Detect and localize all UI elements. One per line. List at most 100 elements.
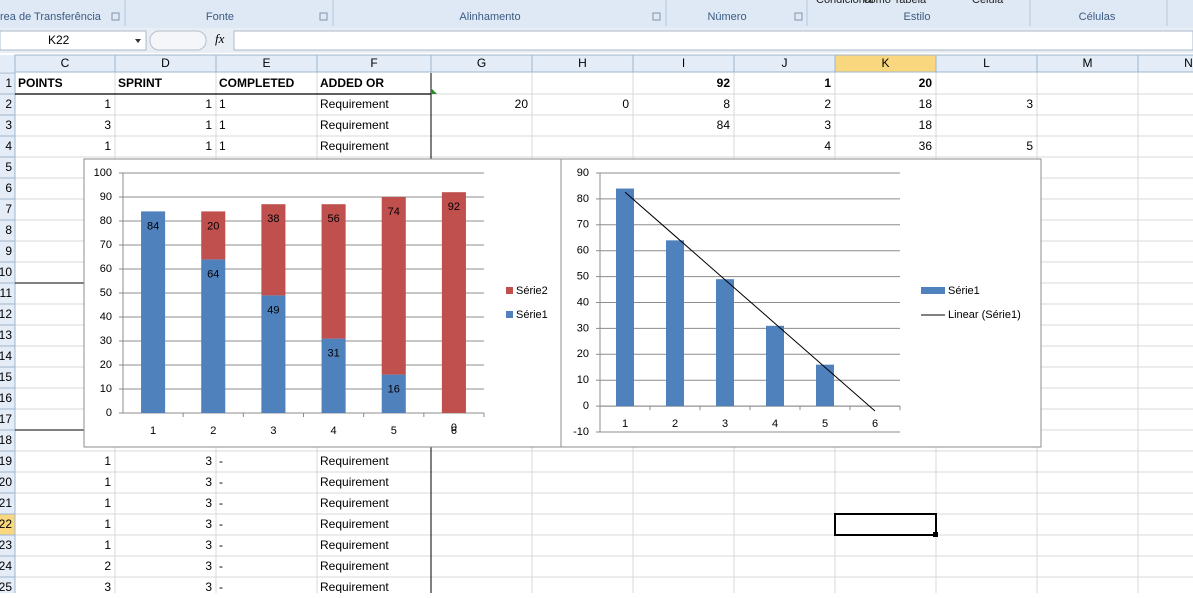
cell-text[interactable]: 3 [104,118,111,132]
row-header[interactable] [0,177,16,200]
cell-text[interactable]: 1 [104,454,111,468]
row-header[interactable] [0,555,16,578]
cell-text[interactable]: 1 [104,538,111,552]
ribbon-button[interactable]: Condicional [816,0,873,6]
cell-text[interactable]: 3 [205,496,212,510]
cell-text[interactable]: Requirement [320,538,389,552]
row-header[interactable] [0,114,16,137]
cell-text[interactable]: 1 [824,76,831,90]
row-label[interactable]: 12 [0,307,12,321]
row-label[interactable]: 24 [0,559,12,573]
cell-text[interactable]: 3 [1026,97,1033,111]
cell-text[interactable]: 5 [1026,139,1033,153]
row-label[interactable]: 25 [0,580,12,594]
row-header[interactable] [0,93,16,116]
ribbon-button[interactable]: Célula [972,0,1004,6]
row-header[interactable] [0,471,16,494]
ribbon-group[interactable]: Alinhamento [459,11,520,23]
cell-text[interactable]: 1 [104,517,111,531]
row-header[interactable] [0,198,16,221]
cell-text[interactable]: 0 [622,97,629,111]
cell-text[interactable]: - [219,559,223,573]
cell-text[interactable]: 20 [515,97,529,111]
cell-text[interactable]: 1 [104,139,111,153]
cell-text[interactable]: 1 [104,97,111,111]
function-button[interactable]: fx [215,31,225,46]
row-header[interactable] [0,135,16,158]
row-label[interactable]: 17 [0,412,12,426]
row-header[interactable] [0,534,16,557]
cell-text[interactable]: 3 [824,118,831,132]
ribbon-group[interactable]: Número [707,11,746,23]
selected-cell[interactable] [834,513,937,536]
column-label[interactable]: F [370,56,377,70]
cell-text[interactable]: 1 [205,97,212,111]
row-header[interactable] [0,261,16,284]
row-label[interactable]: 23 [0,538,12,552]
cell-text[interactable]: 1 [104,475,111,489]
row-header[interactable] [0,282,16,305]
row-header[interactable] [0,387,16,410]
cell-text[interactable]: 4 [824,139,831,153]
cell-text[interactable]: 3 [205,559,212,573]
cell-text[interactable]: ADDED OR [320,76,384,90]
cell-text[interactable]: Requirement [320,580,389,594]
ribbon-group[interactable]: Células [1079,11,1116,23]
row-label[interactable]: 3 [5,118,12,132]
row-label[interactable]: 5 [5,160,12,174]
cell-text[interactable]: - [219,538,223,552]
cell-text[interactable]: COMPLETED [219,76,295,90]
row-header[interactable] [0,429,16,452]
row-label[interactable]: 15 [0,370,12,384]
cell-text[interactable]: - [219,580,223,594]
cell-text[interactable]: 2 [104,559,111,573]
row-label[interactable]: 11 [0,286,12,300]
cell-text[interactable]: 8 [723,97,730,111]
cell-text[interactable]: 3 [205,538,212,552]
row-label[interactable]: 4 [5,139,12,153]
row-header[interactable] [0,366,16,389]
cell-text[interactable]: Requirement [320,454,389,468]
column-label[interactable]: C [61,56,70,70]
cell-text[interactable]: 20 [919,76,933,90]
row-label[interactable]: 6 [5,181,12,195]
cell-text[interactable]: 18 [919,118,933,132]
ribbon-group[interactable]: Estilo [904,11,931,23]
cell-text[interactable]: 3 [205,454,212,468]
cell-text[interactable]: SPRINT [118,76,163,90]
row-label[interactable]: 21 [0,496,12,510]
row-label[interactable]: 18 [0,433,12,447]
row-header[interactable] [0,450,16,473]
cell-text[interactable]: 1 [219,118,226,132]
cell-text[interactable]: - [219,475,223,489]
cell-text[interactable]: 3 [205,475,212,489]
row-label[interactable]: 20 [0,475,12,489]
cell-text[interactable]: 3 [205,517,212,531]
cell-text[interactable]: 1 [104,496,111,510]
name-box-text[interactable]: K22 [48,33,70,47]
cell-text[interactable]: Requirement [320,97,389,111]
cell-text[interactable]: 1 [205,139,212,153]
row-label[interactable]: 16 [0,391,12,405]
cell-text[interactable]: - [219,454,223,468]
row-label[interactable]: 9 [5,244,12,258]
ribbon-group[interactable]: rea de Transferência [0,11,102,23]
row-label[interactable]: 10 [0,265,12,279]
cell-text[interactable]: Requirement [320,517,389,531]
row-label[interactable]: 2 [5,97,12,111]
row-header[interactable] [0,492,16,515]
cell-text[interactable]: 2 [824,97,831,111]
row-label[interactable]: 8 [5,223,12,237]
cell-text[interactable]: 3 [104,580,111,594]
column-label[interactable]: G [477,56,486,70]
name-box[interactable] [0,30,147,51]
row-header[interactable] [0,156,16,179]
cell-text[interactable]: Requirement [320,475,389,489]
cell-text[interactable]: POINTS [18,76,63,90]
cell-text[interactable]: Requirement [320,559,389,573]
row-label[interactable]: 1 [5,76,12,90]
cell-text[interactable]: 1 [205,118,212,132]
row-header[interactable] [0,303,16,326]
cell-text[interactable]: Requirement [320,496,389,510]
row-label[interactable]: 7 [5,202,12,216]
